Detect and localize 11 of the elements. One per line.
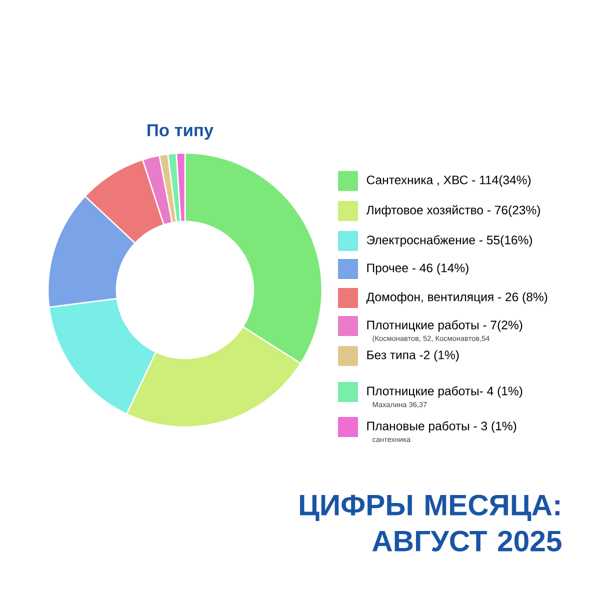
legend-label: Домофон, вентиляция - 26 (8%) (366, 292, 548, 304)
legend-label: Плановые работы - 3 (1%) (367, 421, 516, 433)
legend-label: Лифтовое хозяйство - 76(23%) (366, 205, 540, 217)
chart-subtitle: По типу (148, 124, 214, 140)
legend-label: Плотницкие работы - 7(2%) (367, 320, 522, 332)
text: ЦИФРЫ МЕСЯЦА: АВГУСТ 2025 (300, 494, 562, 552)
legend-label: Электроснабжение - 55(16%) (366, 235, 532, 247)
legend-label: Плотницкие работы- 4 (1%) (367, 386, 522, 398)
legend-label: Прочее - 46 (14%) (367, 263, 468, 275)
legend-label: Без типа -2 (1%) (367, 350, 459, 362)
legend-label: Сантехника , ХВС - 114(34%) (366, 175, 531, 187)
